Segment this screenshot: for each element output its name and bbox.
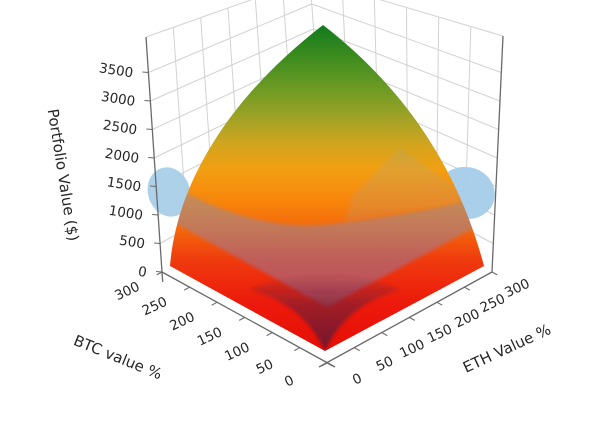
eth-tick-label: 200: [452, 306, 482, 331]
z-tick-labels: 0 500 1000 1500 2000 2500 3000 3500: [98, 60, 148, 281]
eth-axis-spine: [318, 271, 493, 368]
btc-tick-label: 200: [167, 309, 197, 334]
eth-tick-label: 50: [374, 353, 396, 375]
portfolio-surface: [170, 25, 484, 351]
btc-tick-label: 150: [195, 324, 225, 349]
z-tick-label: 1000: [108, 203, 144, 224]
surface-funnel-shadow: [250, 274, 400, 351]
reference-plane-left-lobe: [147, 167, 191, 217]
plane-overlay-band: [170, 188, 484, 307]
btc-tick-label: 50: [254, 356, 276, 378]
eth-tick-label: 100: [397, 336, 427, 361]
z-tick-label: 0: [137, 264, 148, 281]
z-tick-label: 500: [118, 233, 146, 253]
z-tick-label: 3000: [100, 89, 136, 110]
btc-axis-title: BTC value %: [71, 331, 165, 383]
z-tick-label: 1500: [106, 174, 142, 195]
eth-tick-label: 150: [425, 321, 455, 346]
eth-tick-label: 0: [350, 370, 365, 388]
btc-tick-label: 0: [282, 372, 297, 390]
z-tick-label: 2500: [102, 117, 138, 138]
btc-tick-label: 250: [140, 294, 170, 319]
eth-tick-label: 250: [478, 291, 508, 316]
eth-axis-title: ETH Value %: [460, 320, 554, 376]
tick-marks: [142, 71, 498, 367]
z-tick-label: 3500: [98, 60, 134, 81]
z-tick-label: 2000: [104, 146, 140, 167]
btc-tick-label: 300: [112, 279, 142, 304]
eth-tick-label: 300: [502, 276, 532, 301]
z-axis-spine: [145, 36, 164, 283]
plane-behind-surface-tint: [345, 148, 474, 221]
btc-axis-spine: [161, 271, 336, 368]
btc-tick-label: 100: [222, 339, 252, 364]
z-axis-title: Portfolio Value ($): [44, 108, 83, 243]
right-vertical-spine: [491, 35, 504, 273]
